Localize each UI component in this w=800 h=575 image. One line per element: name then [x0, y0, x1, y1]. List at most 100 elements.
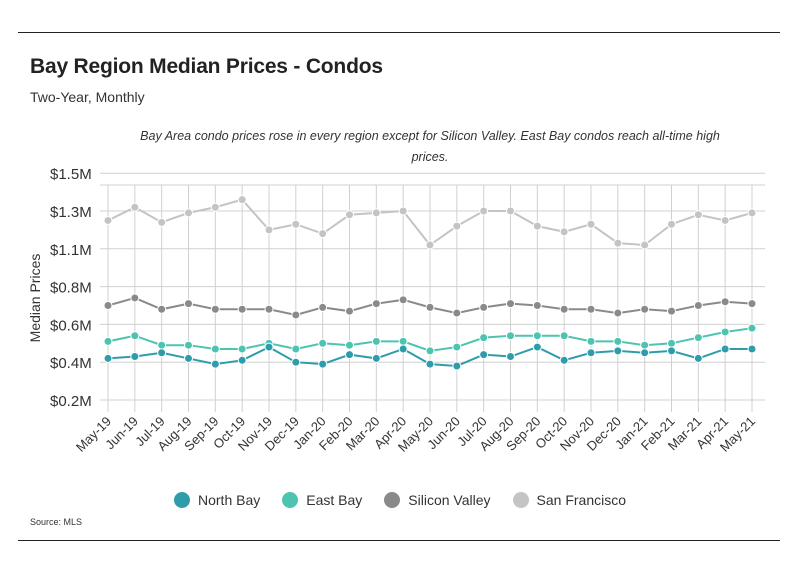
data-point — [506, 206, 515, 216]
data-point — [291, 310, 301, 320]
data-point — [130, 352, 140, 362]
data-point — [479, 206, 489, 216]
source-note: Source: MLS — [30, 517, 83, 527]
data-point — [693, 210, 703, 220]
data-point — [586, 336, 596, 346]
data-point — [425, 359, 435, 369]
data-point — [747, 299, 757, 309]
y-tick-label: $1.5M — [50, 166, 92, 183]
chart-subtitle: Two-Year, Monthly — [30, 89, 145, 105]
data-point — [184, 340, 193, 350]
data-point — [237, 304, 247, 314]
chart-annotation: Bay Area condo prices rose in every regi… — [140, 129, 720, 164]
legend-label: Silicon Valley — [408, 492, 491, 508]
chart-legend: North Bay East Bay Silicon Valley San Franc… — [0, 492, 800, 508]
legend-item: East Bay — [282, 492, 362, 508]
data-point — [452, 221, 462, 231]
legend-item: North Bay — [174, 492, 260, 508]
data-point — [747, 208, 757, 218]
data-point — [532, 301, 542, 310]
y-tick-label: $0.2M — [50, 393, 92, 410]
data-point — [103, 215, 113, 225]
data-point — [345, 210, 354, 220]
data-point — [184, 299, 193, 309]
data-point — [371, 353, 381, 363]
data-point — [613, 308, 623, 318]
data-point — [747, 323, 757, 333]
data-point — [425, 302, 435, 312]
legend-label: North Bay — [198, 492, 261, 508]
legend-swatch — [384, 492, 401, 508]
data-point — [264, 342, 274, 352]
data-point — [613, 336, 623, 346]
y-tick-label: $1.1M — [50, 242, 92, 259]
data-point — [559, 227, 569, 237]
data-point — [425, 346, 435, 356]
data-point — [452, 342, 462, 352]
data-point — [318, 359, 328, 369]
data-point — [184, 353, 193, 363]
data-point — [693, 301, 703, 310]
data-point — [425, 240, 435, 250]
data-point — [640, 304, 650, 314]
legend-item: San Francisco — [512, 492, 626, 508]
data-point — [264, 304, 274, 314]
data-point — [210, 304, 220, 314]
data-point — [667, 346, 676, 356]
data-point — [559, 304, 569, 314]
data-point — [667, 219, 676, 229]
legend-swatch — [282, 492, 299, 508]
data-point — [667, 306, 676, 316]
data-point — [532, 331, 542, 341]
data-point — [157, 340, 167, 350]
data-point — [532, 342, 542, 352]
data-point — [318, 302, 328, 312]
data-point — [237, 195, 247, 205]
data-point — [586, 304, 596, 314]
data-point — [103, 301, 113, 310]
data-point — [506, 331, 515, 341]
data-point — [103, 353, 113, 363]
data-point — [640, 340, 650, 350]
data-point — [210, 359, 220, 369]
data-point — [398, 206, 408, 216]
data-point — [613, 346, 623, 356]
data-point — [130, 202, 140, 212]
data-point — [479, 302, 489, 312]
data-point — [264, 225, 274, 235]
data-point — [184, 208, 193, 218]
y-tick-label: $0.8M — [50, 280, 92, 297]
data-point — [559, 355, 569, 365]
data-point — [291, 357, 301, 367]
data-point — [157, 304, 167, 314]
y-tick-label: $0.6M — [50, 317, 92, 334]
data-point — [479, 333, 489, 343]
data-point — [371, 336, 381, 346]
data-point — [210, 202, 220, 212]
data-point — [371, 299, 381, 309]
legend-swatch — [512, 492, 529, 508]
data-point — [667, 338, 676, 348]
data-point — [318, 229, 328, 239]
data-point — [103, 336, 113, 346]
data-point — [640, 240, 650, 250]
data-point — [371, 208, 381, 218]
legend-swatch — [174, 492, 190, 508]
data-point — [586, 219, 596, 229]
data-point — [452, 308, 462, 318]
data-point — [291, 219, 301, 229]
data-point — [506, 299, 515, 309]
legend-label: East Bay — [306, 492, 363, 508]
data-point — [452, 361, 462, 371]
legend-item: Silicon Valley — [384, 492, 491, 508]
data-point — [398, 295, 408, 305]
data-point — [479, 350, 489, 360]
data-point — [720, 344, 730, 354]
y-tick-label: $1.3M — [50, 204, 92, 221]
data-point — [613, 238, 623, 248]
data-point — [291, 344, 301, 354]
data-point — [506, 352, 515, 362]
legend-label: San Francisco — [536, 492, 626, 508]
data-point — [318, 338, 328, 348]
